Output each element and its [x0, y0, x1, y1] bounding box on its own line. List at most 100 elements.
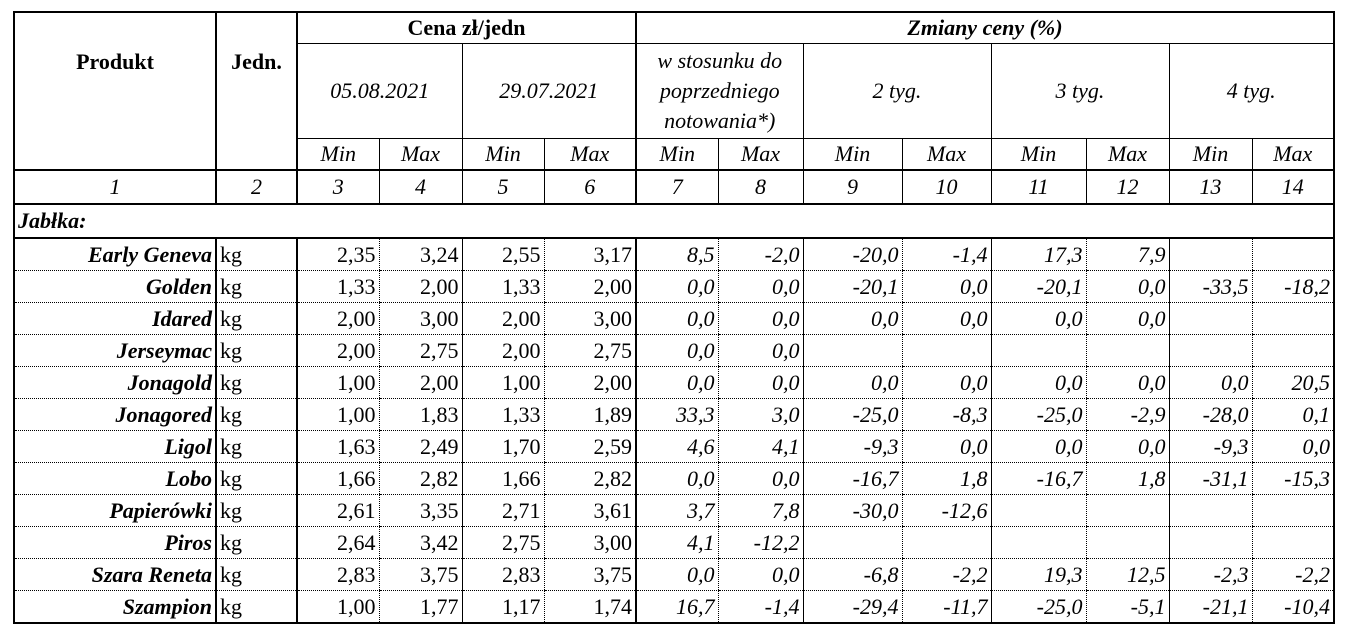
table-cell-col-5: 2,00	[461, 302, 544, 335]
table-cell-col-9: -25,0	[802, 398, 902, 431]
table-cell-col-4: 3,42	[378, 526, 462, 559]
table-cell-col-11	[990, 334, 1086, 367]
table-cell-col-9: -16,7	[802, 462, 902, 495]
table-cell-col-9: 0,0	[802, 302, 902, 335]
table-cell-col-7: 0,0	[636, 334, 718, 367]
column-number-10: 10	[901, 169, 991, 204]
table-cell-col-8: 0,0	[717, 558, 803, 591]
table-cell-col-12: 0,0	[1085, 302, 1169, 335]
column-number-2: 2	[216, 169, 298, 204]
table-cell-col-12: -2,9	[1085, 398, 1169, 431]
table-cell-col-4: 2,82	[378, 462, 462, 495]
table-cell-col-3: 1,00	[297, 398, 379, 431]
table-cell-col-12: 0,0	[1085, 366, 1169, 399]
table-cell-col-6: 2,75	[543, 334, 637, 367]
table-cell-col-9: -20,0	[802, 237, 902, 271]
product-unit: kg	[216, 430, 298, 463]
table-cell-col-9: -9,3	[802, 430, 902, 463]
table-cell-col-7: 0,0	[636, 366, 718, 399]
table-cell-col-11: 0,0	[990, 430, 1086, 463]
table-cell-col-14: 0,1	[1251, 398, 1334, 431]
table-cell-col-8: 4,1	[717, 430, 803, 463]
header-max-3: Max	[717, 138, 803, 170]
column-number-8: 8	[717, 169, 803, 204]
table-cell-col-12: -5,1	[1085, 590, 1169, 623]
product-name: Golden	[14, 270, 217, 303]
column-number-14: 14	[1251, 169, 1334, 204]
table-cell-col-3: 2,64	[297, 526, 379, 559]
table-cell-col-13: -33,5	[1168, 270, 1252, 303]
product-unit: kg	[216, 494, 298, 527]
header-3-weeks: 3 tyg.	[990, 43, 1169, 139]
table-cell-col-3: 1,63	[297, 430, 379, 463]
product-unit: kg	[216, 237, 298, 271]
header-previous-quote-line-2: poprzedniego	[659, 78, 780, 103]
table-cell-col-10: 0,0	[901, 302, 991, 335]
table-cell-col-11: -20,1	[990, 270, 1086, 303]
header-min-4: Min	[802, 138, 902, 170]
table-cell-col-4: 2,49	[378, 430, 462, 463]
table-cell-col-8: -12,2	[717, 526, 803, 559]
table-cell-col-9	[802, 334, 902, 367]
header-max-6: Max	[1251, 138, 1334, 170]
table-cell-col-14: -2,2	[1251, 558, 1334, 591]
table-cell-col-10	[901, 526, 991, 559]
column-number-1: 1	[14, 169, 217, 204]
header-previous-quote: w stosunku do poprzedniego notowania*)	[635, 43, 803, 139]
table-cell-col-12: 0,0	[1085, 270, 1169, 303]
column-number-5: 5	[461, 169, 544, 204]
table-cell-col-9: -20,1	[802, 270, 902, 303]
header-max-5: Max	[1085, 138, 1169, 170]
table-cell-col-13: -2,3	[1168, 558, 1252, 591]
header-date-1: 05.08.2021	[297, 43, 462, 139]
table-row: Piros kg 2,64 3,42 2,75 3,00 4,1 -12,2	[14, 526, 1334, 559]
header-min-3: Min	[635, 138, 718, 170]
table-cell-col-9: 0,0	[802, 366, 902, 399]
table-cell-col-3: 1,33	[297, 270, 379, 303]
table-row: Jonagold kg 1,00 2,00 1,00 2,00 0,0 0,0 0,0 0,0 0,…	[14, 366, 1334, 399]
header-max-1: Max	[378, 138, 462, 170]
table-cell-col-3: 2,61	[297, 494, 379, 527]
table-cell-col-14: 20,5	[1251, 366, 1334, 399]
table-cell-col-4: 1,83	[378, 398, 462, 431]
table-cell-col-13: -28,0	[1168, 398, 1252, 431]
table-cell-col-4: 3,35	[378, 494, 462, 527]
table-row: Idared kg 2,00 3,00 2,00 3,00 0,0 0,0 0,0 0,0 0,0 0…	[14, 302, 1334, 335]
table-cell-col-12	[1085, 494, 1169, 527]
header-unit: Jedn.	[216, 12, 298, 170]
table-cell-col-7: 0,0	[636, 462, 718, 495]
table-cell-col-7: 16,7	[676, 593, 715, 619]
column-number-4: 4	[378, 169, 462, 204]
header-max-2: Max	[543, 138, 637, 170]
table-cell-col-6: 3,75	[543, 558, 637, 591]
table-cell-col-8: 3,0	[717, 398, 803, 431]
product-unit: kg	[216, 462, 298, 495]
header-previous-quote-line-1: w stosunku do	[657, 48, 783, 73]
table-cell-col-10: 0,0	[901, 366, 991, 399]
table-cell-col-5: 1,17	[461, 590, 544, 623]
table-cell-col-5: 2,75	[461, 526, 544, 559]
table-cell-col-14	[1251, 526, 1334, 559]
table-cell-col-8: -2,0	[717, 237, 803, 271]
table-cell-col-10: 0,0	[901, 270, 991, 303]
header-2-weeks: 2 tyg.	[802, 43, 991, 139]
table-cell-col-11: 17,3	[990, 237, 1086, 271]
table-cell-col-9: -6,8	[802, 558, 902, 591]
column-number-3: 3	[296, 169, 379, 204]
section-label-apples: Jabłka:	[14, 203, 1334, 239]
table-cell-col-5: 2,55	[461, 237, 544, 271]
table-cell-col-6: 3,00	[543, 302, 637, 335]
table-row: Golden kg 1,33 2,00 1,33 2,00 0,0 0,0 -20,1 0,0 -2…	[14, 270, 1334, 303]
table-cell-col-7: 4,6	[636, 430, 718, 463]
table-cell-col-6: 1,89	[543, 398, 637, 431]
table-cell-col-10: -12,6	[901, 494, 991, 527]
table-cell-col-4: 2,75	[378, 334, 462, 367]
table-cell-col-14	[1251, 334, 1334, 367]
table-cell-col-4: 3,00	[378, 302, 462, 335]
table-cell-col-7: 33,3	[636, 398, 718, 431]
table-cell-col-12	[1085, 526, 1169, 559]
table-cell-col-7: 4,1	[636, 526, 718, 559]
table-cell-col-14: -18,2	[1251, 270, 1334, 303]
product-unit: kg	[216, 590, 298, 623]
table-cell-col-11: -16,7	[990, 462, 1086, 495]
